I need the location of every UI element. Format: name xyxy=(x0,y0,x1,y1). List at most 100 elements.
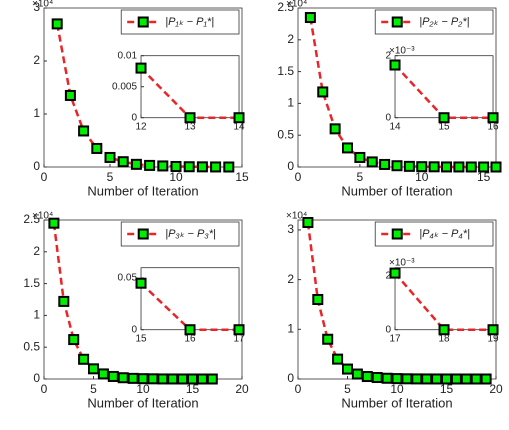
legend-marker xyxy=(137,228,149,240)
x-tick-label: 16 xyxy=(184,333,196,344)
x-tick-label: 17 xyxy=(389,333,401,344)
y-tick-label: 1.5 xyxy=(277,64,294,78)
y-tick-label: 2 xyxy=(287,32,294,46)
x-tick-label: 15 xyxy=(438,121,450,132)
x-tick-label: 0 xyxy=(295,170,302,184)
data-marker xyxy=(391,160,403,172)
data-marker xyxy=(381,372,393,384)
x-tick-label: 18 xyxy=(438,333,450,344)
x-tick-label: 5 xyxy=(90,382,97,396)
data-marker xyxy=(58,295,70,307)
axes-box xyxy=(394,267,494,331)
data-marker xyxy=(233,112,245,124)
data-marker xyxy=(490,161,502,173)
y-multiplier: ×10⁴ xyxy=(286,0,307,10)
data-marker xyxy=(64,89,76,101)
data-marker xyxy=(157,373,169,385)
data-marker xyxy=(342,363,353,375)
x-tick-label: 15 xyxy=(235,170,249,184)
x-tick-label: 15 xyxy=(135,333,147,344)
data-marker xyxy=(184,112,196,124)
data-marker xyxy=(135,277,147,289)
subplot: 0 5 10 15 0 0.5 1 1.5 2 2.5 Number of Iteration ×10… xyxy=(277,0,502,198)
legend-label: |P₁ₖ − P₁*| xyxy=(165,16,214,28)
x-tick-label: 15 xyxy=(440,382,454,396)
data-marker xyxy=(480,373,492,385)
x-tick-label: 5 xyxy=(344,382,351,396)
data-marker xyxy=(342,142,353,154)
data-marker xyxy=(465,161,477,173)
data-marker xyxy=(329,123,341,135)
x-tick-label: 13 xyxy=(184,121,196,132)
x-tick-label: 20 xyxy=(235,382,249,396)
x-tick-label: 10 xyxy=(136,382,150,396)
data-marker xyxy=(302,216,314,228)
y-multiplier: ×10⁴ xyxy=(32,211,53,222)
data-marker xyxy=(441,161,452,173)
legend-label: |P₂ₖ − P₂*| xyxy=(419,16,469,28)
x-tick-label: 17 xyxy=(233,333,245,344)
inset-multiplier: ×10⁻³ xyxy=(389,257,415,268)
data-marker xyxy=(51,18,63,30)
x-axis-label: Number of Iteration xyxy=(341,395,452,410)
y-tick-label: 2.5 xyxy=(23,212,40,226)
x-tick-label: 10 xyxy=(390,382,404,396)
data-marker xyxy=(117,156,129,168)
y-tick-label: 1 xyxy=(287,96,294,110)
y-tick-label: 1 xyxy=(287,321,294,335)
x-tick-label: 20 xyxy=(489,382,503,396)
data-marker xyxy=(187,373,198,385)
y-tick-label: 0 xyxy=(131,324,137,335)
data-marker xyxy=(68,334,80,346)
y-tick-label: 0.05 xyxy=(118,273,138,284)
data-marker xyxy=(351,368,363,380)
data-marker xyxy=(361,371,373,383)
legend-marker xyxy=(137,16,149,28)
y-tick-label: 0.005 xyxy=(112,81,137,92)
data-marker xyxy=(127,372,139,384)
inset-multiplier: ×10⁻³ xyxy=(389,45,415,56)
y-tick-label: 0 xyxy=(131,112,137,123)
legend-label: |P₃ₖ − P₃*| xyxy=(165,228,216,240)
x-tick-label: 0 xyxy=(295,382,302,396)
x-tick-label: 16 xyxy=(487,121,499,132)
data-marker xyxy=(428,161,440,173)
data-marker xyxy=(196,161,208,173)
data-marker xyxy=(354,151,366,163)
data-marker xyxy=(416,161,428,173)
y-tick-label: 2 xyxy=(385,270,391,281)
data-marker xyxy=(322,333,334,345)
legend-marker xyxy=(391,228,403,240)
data-marker xyxy=(450,373,462,385)
data-marker xyxy=(147,373,159,385)
data-marker xyxy=(78,125,90,137)
y-tick-label: 2.5 xyxy=(277,0,294,14)
x-tick-label: 0 xyxy=(41,170,48,184)
data-line xyxy=(394,272,494,331)
data-marker xyxy=(366,156,378,168)
data-marker xyxy=(379,158,391,170)
y-multiplier: ×10⁴ xyxy=(32,0,53,10)
x-tick-label: 15 xyxy=(477,170,491,184)
data-marker xyxy=(78,353,90,365)
data-marker xyxy=(48,217,60,229)
data-marker xyxy=(487,112,499,124)
x-tick-label: 0 xyxy=(41,382,48,396)
data-marker xyxy=(167,373,179,385)
x-axis-label: Number of Iteration xyxy=(87,395,198,410)
data-marker xyxy=(389,59,401,71)
x-tick-label: 12 xyxy=(135,121,147,132)
data-marker xyxy=(157,160,169,172)
y-tick-label: 0 xyxy=(33,159,40,173)
y-tick-label: 3 xyxy=(33,0,40,14)
data-marker xyxy=(177,373,189,385)
data-marker xyxy=(411,373,423,385)
y-tick-label: 0.5 xyxy=(277,127,294,141)
data-marker xyxy=(431,373,443,385)
data-marker xyxy=(170,160,182,172)
y-tick-label: 0 xyxy=(385,112,391,123)
y-tick-label: 3 xyxy=(287,222,294,236)
